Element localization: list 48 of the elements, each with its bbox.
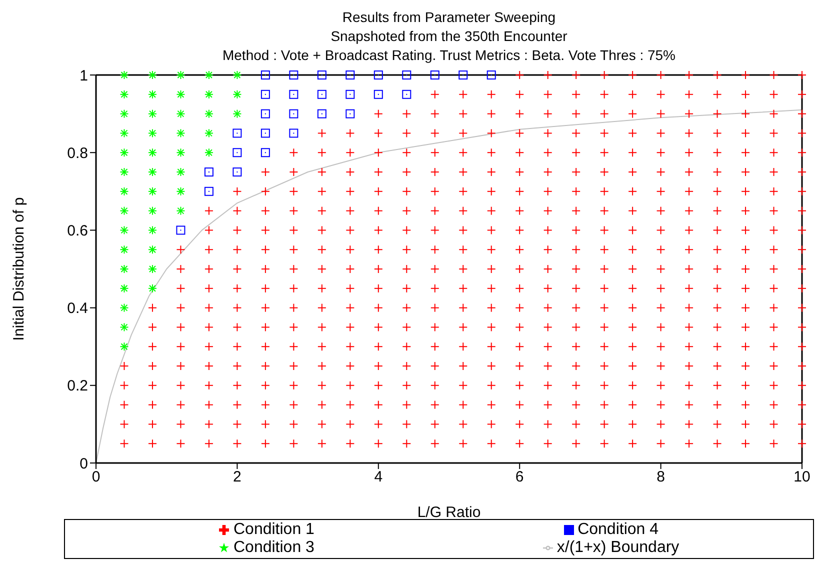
y-tick-label: 0.2 bbox=[67, 378, 88, 395]
point bbox=[317, 70, 326, 80]
legend-label: Condition 4 bbox=[578, 521, 659, 538]
y-tick-label: 0.6 bbox=[67, 222, 88, 240]
point bbox=[346, 90, 355, 99]
point bbox=[260, 148, 270, 158]
legend-label: Condition 3 bbox=[233, 539, 314, 556]
y-tick-label: 0 bbox=[80, 455, 88, 472]
point bbox=[402, 70, 412, 80]
chart-subtitle: Snapshoted from the 350th Encounter Method : Vote + Broadcast Rating. Trust Metrics : Beta. Vote Thres : 75% bbox=[221, 27, 677, 65]
y-axis-title: Initial Distribution of p bbox=[10, 197, 28, 341]
point bbox=[232, 148, 242, 158]
x-axis-title: L/G Ratio bbox=[417, 504, 481, 521]
point bbox=[260, 70, 270, 80]
point bbox=[260, 109, 270, 118]
x-tick-label: 4 bbox=[374, 468, 383, 486]
point bbox=[232, 168, 242, 176]
y-tick-label: 0.4 bbox=[67, 300, 88, 318]
chart-title: Results from Parameter Sweeping bbox=[341, 8, 557, 27]
point bbox=[458, 70, 468, 80]
point bbox=[317, 109, 326, 118]
x-tick-label: 10 bbox=[794, 468, 810, 486]
x-tick-label: 6 bbox=[515, 468, 524, 486]
point bbox=[289, 109, 298, 118]
point bbox=[430, 70, 440, 80]
point bbox=[289, 90, 298, 99]
point bbox=[289, 128, 298, 138]
point bbox=[289, 70, 298, 80]
point bbox=[346, 109, 355, 118]
x-tick-label: 2 bbox=[233, 468, 242, 486]
point bbox=[374, 90, 383, 99]
y-tick-label: 1 bbox=[80, 67, 88, 84]
point bbox=[232, 128, 242, 138]
point bbox=[260, 90, 270, 99]
point bbox=[204, 186, 214, 196]
point bbox=[374, 70, 383, 80]
legend-label: x/(1+x) Boundary bbox=[556, 539, 680, 556]
legend-label: Condition 1 bbox=[233, 521, 314, 538]
x-tick-label: 8 bbox=[656, 468, 665, 486]
point bbox=[402, 90, 412, 99]
point bbox=[204, 168, 214, 176]
point bbox=[176, 226, 186, 235]
point bbox=[317, 90, 326, 99]
y-tick-label: 0.8 bbox=[67, 144, 88, 162]
point bbox=[486, 70, 496, 80]
x-tick-label: 0 bbox=[92, 468, 100, 486]
point bbox=[260, 128, 270, 138]
point bbox=[346, 70, 355, 80]
